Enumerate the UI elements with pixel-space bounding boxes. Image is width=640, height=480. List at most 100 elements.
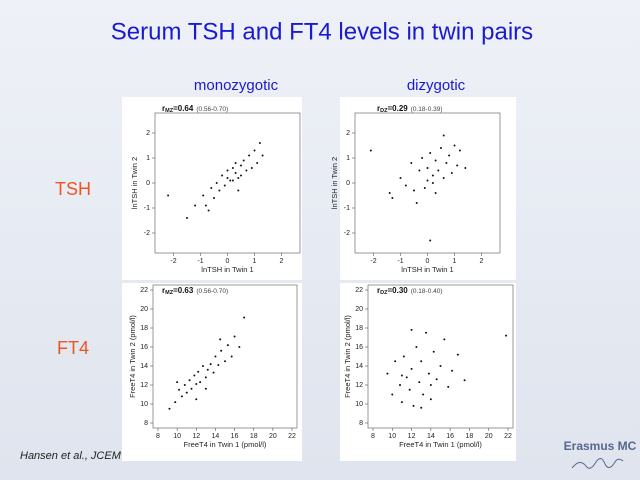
y-tick-label: -2	[344, 230, 350, 237]
point	[167, 194, 170, 197]
point	[418, 381, 421, 384]
point	[425, 331, 428, 334]
y-tick-label: 0	[146, 180, 150, 187]
point	[447, 385, 450, 388]
stat-annotation: rMZ=0.64 (0.56-0.70)	[162, 104, 228, 114]
chart-panel	[122, 283, 302, 461]
stat-value: =0.63	[173, 286, 194, 295]
point	[210, 187, 213, 189]
y-tick-label: 22	[355, 287, 363, 294]
stat-subscript: MZ	[165, 290, 174, 296]
point	[193, 374, 196, 377]
point	[429, 239, 432, 242]
stat-annotation: rDZ=0.29 (0.18-0.39)	[377, 104, 443, 114]
y-tick-label: 2	[146, 130, 150, 137]
point	[435, 378, 438, 381]
point	[226, 344, 229, 347]
point	[248, 154, 251, 157]
stat-subscript: DZ	[380, 108, 388, 114]
scatter-chart: -2 -1 0 1 2 -2 -1 0 1 2 lnTSH in Twin 1 lnTSH in Tw…	[122, 97, 302, 280]
point	[178, 388, 181, 391]
stat-symbol: r	[377, 286, 380, 295]
point	[442, 134, 445, 137]
point	[423, 187, 426, 189]
point	[214, 355, 217, 358]
y-axis-label: FreeT4 in Twin 2 (pmol/l)	[343, 315, 352, 398]
point	[233, 335, 236, 338]
stat-value: =0.64	[173, 104, 194, 113]
point	[427, 372, 430, 375]
y-tick-label: 20	[140, 306, 148, 313]
point	[432, 350, 435, 353]
stat-ci: (0.56-0.70)	[196, 288, 228, 295]
chart-panel	[340, 97, 516, 280]
y-tick-label: 8	[359, 420, 363, 427]
point	[204, 376, 207, 379]
point	[242, 159, 245, 162]
y-tick-label: -2	[144, 230, 150, 237]
point	[207, 209, 210, 212]
point	[420, 360, 423, 363]
point	[180, 395, 183, 398]
point	[245, 169, 248, 172]
point	[204, 387, 207, 390]
point	[451, 369, 454, 372]
point	[188, 379, 191, 382]
x-tick-label: 20	[485, 433, 493, 440]
point	[186, 217, 188, 219]
y-tick-label: 18	[355, 325, 363, 332]
point	[234, 162, 237, 164]
point	[206, 368, 209, 371]
x-tick-label: 22	[288, 433, 296, 440]
stat-ci: (0.18-0.40)	[411, 288, 443, 295]
point	[445, 162, 448, 164]
stat-subscript: MZ	[165, 108, 174, 114]
point	[195, 398, 198, 401]
y-tick-label: 10	[355, 401, 363, 408]
point	[253, 149, 256, 152]
point	[464, 167, 467, 169]
point	[400, 374, 403, 377]
point	[194, 204, 197, 207]
stat-annotation: rDZ=0.30 (0.18-0.40)	[377, 286, 443, 296]
stat-symbol: r	[162, 104, 165, 113]
point	[443, 338, 446, 341]
point	[413, 189, 415, 192]
point	[234, 172, 237, 174]
point	[440, 147, 442, 149]
y-tick-label: 12	[355, 382, 363, 389]
y-axis-label: lnTSH in Twin 2	[330, 157, 339, 209]
y-tick-label: 22	[140, 287, 148, 294]
point	[202, 194, 205, 197]
point	[174, 401, 177, 404]
stat-symbol: r	[162, 286, 165, 295]
point	[402, 355, 405, 358]
x-tick-label: 10	[173, 433, 181, 440]
x-tick-label: 22	[504, 433, 512, 440]
y-tick-label: 16	[140, 344, 148, 351]
scatter-chart: -2 -1 0 1 2 -2 -1 0 1 2 lnTSH in Twin 1 lnTSH in Tw…	[330, 97, 516, 280]
x-tick-label: 1	[253, 258, 257, 265]
x-tick-label: 14	[427, 433, 435, 440]
point	[204, 204, 207, 207]
point	[394, 360, 397, 363]
point	[230, 355, 233, 358]
point	[463, 379, 466, 382]
x-tick-label: 12	[408, 433, 416, 440]
point	[391, 197, 394, 199]
point	[456, 353, 459, 356]
point	[201, 365, 204, 367]
row-label: TSH	[55, 179, 91, 199]
point	[434, 192, 437, 194]
point	[391, 393, 394, 396]
point	[237, 177, 240, 179]
point	[429, 398, 432, 401]
x-axis-label: FreeT4 in Twin 1 (pmol/l)	[184, 440, 267, 449]
point	[250, 167, 253, 169]
x-tick-label: -1	[197, 258, 203, 265]
y-tick-label: -1	[344, 205, 350, 212]
plot-frame	[367, 284, 514, 429]
point	[400, 401, 403, 404]
x-tick-label: -2	[370, 258, 376, 265]
x-tick-label: 8	[371, 433, 375, 440]
